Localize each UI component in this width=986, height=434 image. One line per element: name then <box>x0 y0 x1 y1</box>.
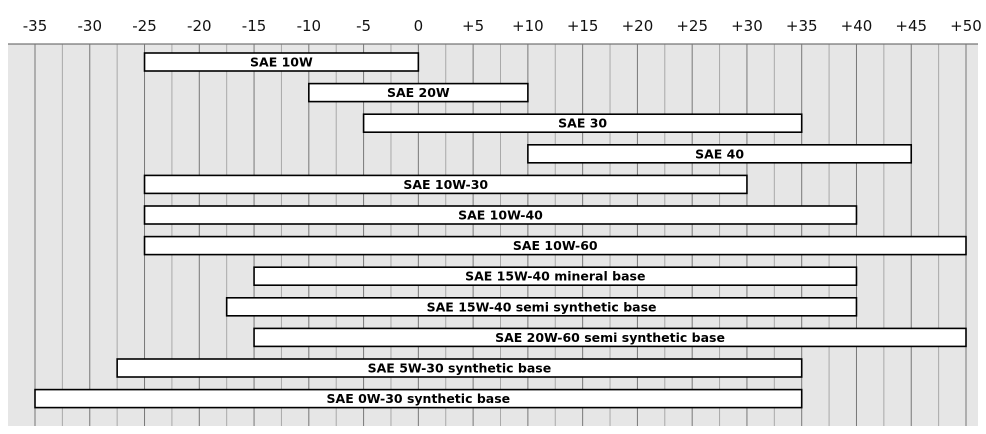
range-bar <box>253 327 967 348</box>
bar-label: SAE 5W-30 synthetic base <box>368 361 552 376</box>
range-bar <box>253 266 858 287</box>
x-tick-label: +5 <box>462 17 484 35</box>
x-tick-label: +30 <box>731 17 763 35</box>
x-tick-label: +40 <box>841 17 873 35</box>
range-bar <box>143 205 858 225</box>
x-axis-tick-labels: -35 -30 -25 -20 -15 -10 -5 0 +5 +10 +15 +20 +25 +30 +3… <box>23 17 982 35</box>
bar-label: SAE 10W <box>250 55 313 70</box>
x-tick-label: -15 <box>242 17 267 35</box>
bar-label: SAE 20W <box>387 85 450 100</box>
range-bar <box>143 235 967 256</box>
x-tick-label: -5 <box>356 17 371 35</box>
x-tick-label: -10 <box>297 17 322 35</box>
range-bar <box>143 52 420 72</box>
x-tick-label: +35 <box>786 17 818 35</box>
range-bar <box>116 358 803 378</box>
bar-label: SAE 10W-40 <box>458 208 543 223</box>
bar-label: SAE 0W-30 synthetic base <box>327 391 511 406</box>
x-tick-label: -35 <box>23 17 48 35</box>
bar-label: SAE 10W-30 <box>403 177 488 192</box>
x-tick-label: -20 <box>187 17 212 35</box>
x-tick-label: +25 <box>676 17 708 35</box>
x-tick-label: -25 <box>132 17 157 35</box>
viscosity-bars: SAE 10W SAE 20W SAE 30 SAE 40 SAE 10W-30 SAE … <box>34 52 967 409</box>
bar-label: SAE 15W-40 semi synthetic base <box>427 299 657 314</box>
x-tick-label: 0 <box>414 17 424 35</box>
x-tick-label: +45 <box>895 17 927 35</box>
x-tick-label: +10 <box>512 17 544 35</box>
x-tick-label: +50 <box>950 17 982 35</box>
x-tick-label: +15 <box>567 17 599 35</box>
bar-label: SAE 40 <box>695 146 744 161</box>
bar-label: SAE 20W-60 semi synthetic base <box>495 330 725 345</box>
x-tick-label: +20 <box>622 17 654 35</box>
x-tick-label: -30 <box>78 17 103 35</box>
range-bar <box>527 144 913 164</box>
bar-label: SAE 10W-60 <box>513 238 598 253</box>
range-bar <box>308 82 529 103</box>
bar-label: SAE 30 <box>558 116 607 131</box>
bar-label: SAE 15W-40 mineral base <box>465 269 645 284</box>
range-bar <box>225 296 858 317</box>
range-bar <box>34 388 803 409</box>
range-bar <box>362 113 803 133</box>
range-bar <box>143 174 748 195</box>
